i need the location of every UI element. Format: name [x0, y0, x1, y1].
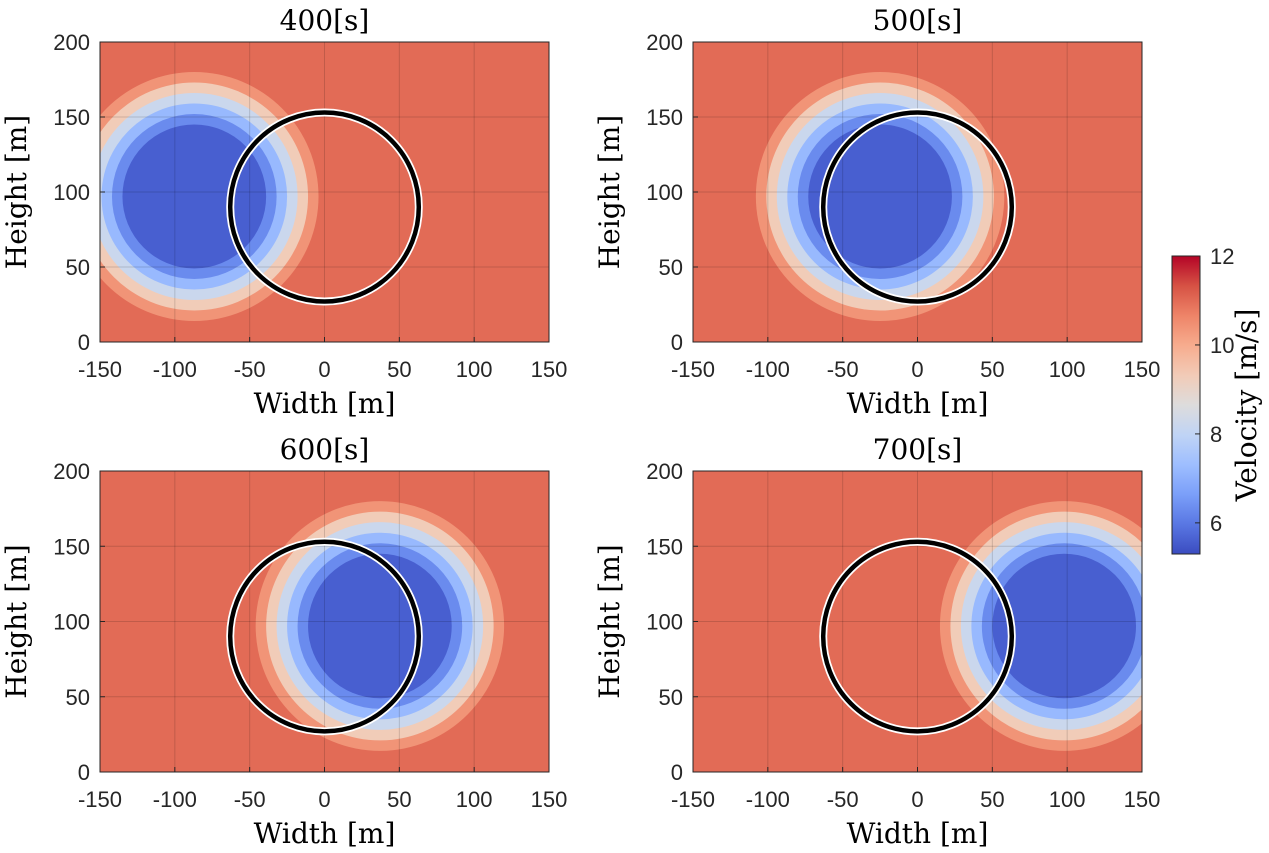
x-tick-label: -100	[153, 357, 197, 382]
colorbar-tick-label: 10	[1210, 333, 1234, 358]
x-tick-label: 100	[1049, 357, 1086, 382]
colorbar-tick-label: 6	[1210, 511, 1222, 536]
y-tick-label: 100	[646, 180, 683, 205]
y-tick-label: 0	[78, 330, 90, 355]
y-tick-label: 50	[66, 255, 90, 280]
x-tick-label: -150	[78, 357, 122, 382]
colorbar-tick-label: 12	[1210, 244, 1234, 269]
x-tick-label: 0	[318, 357, 330, 382]
y-tick-label: 150	[53, 534, 90, 559]
x-tick-label: -50	[827, 357, 859, 382]
x-tick-label: -150	[671, 357, 715, 382]
rotor-circle	[820, 110, 1015, 304]
x-tick-label: 0	[911, 787, 923, 812]
wake-contours	[255, 501, 505, 751]
y-tick-label: 100	[646, 610, 683, 635]
x-tick-label: 150	[531, 357, 568, 382]
colorbar-tick-label: 8	[1210, 422, 1222, 447]
y-tick-label: 150	[646, 534, 683, 559]
contour-level	[992, 553, 1137, 699]
x-tick-label: -50	[827, 787, 859, 812]
x-tick-label: 0	[911, 357, 923, 382]
y-tick-label: 0	[78, 760, 90, 785]
x-tick-label: -150	[78, 787, 122, 812]
wake-contours	[755, 72, 1005, 321]
subplot-title: 500[s]	[873, 4, 963, 37]
colorbar-label: Velocity [m/s]	[1230, 309, 1263, 503]
x-tick-label: -50	[234, 357, 266, 382]
y-tick-label: 100	[53, 180, 90, 205]
y-tick-label: 50	[66, 685, 90, 710]
colorbar-gradient	[1172, 256, 1200, 554]
rotor-circle	[227, 539, 422, 734]
y-tick-label: 150	[646, 105, 683, 130]
x-axis-label: Width [m]	[847, 387, 989, 420]
x-tick-label: -150	[671, 787, 715, 812]
wake-contours	[100, 72, 319, 321]
x-tick-label: 50	[980, 357, 1004, 382]
grid-lines	[100, 42, 549, 342]
grid-lines	[693, 471, 1142, 772]
x-tick-label: 100	[1049, 787, 1086, 812]
y-tick-label: 200	[646, 30, 683, 55]
x-tick-label: -100	[746, 357, 790, 382]
grid-lines	[100, 471, 549, 772]
x-tick-label: 100	[456, 787, 493, 812]
x-tick-label: -100	[746, 787, 790, 812]
y-tick-label: 200	[646, 459, 683, 484]
x-tick-label: 50	[980, 787, 1004, 812]
contour-level	[808, 124, 952, 269]
contour-level	[122, 124, 267, 269]
x-axis-label: Width [m]	[847, 817, 989, 850]
y-tick-label: 200	[53, 459, 90, 484]
x-tick-label: 150	[1124, 787, 1161, 812]
y-tick-label: 50	[659, 255, 683, 280]
y-tick-label: 150	[53, 105, 90, 130]
y-axis-label: Height [m]	[0, 115, 33, 269]
x-axis-label: Width [m]	[254, 387, 396, 420]
rotor-circle	[227, 110, 422, 304]
velocity-colorbar: 6 8 10 12 Velocity [m/s]	[1171, 244, 1263, 555]
subplot-1: -150 -100 -50 0 50 100 150 0 50 100 150 200 400[s] Wi…	[0, 4, 567, 420]
y-axis-label: Height [m]	[593, 115, 626, 269]
x-tick-label: 100	[456, 357, 493, 382]
x-tick-label: 0	[318, 787, 330, 812]
subplot-4: -150 -100 -50 0 50 100 150 0 50 100 150 200 700[s] Wi…	[593, 433, 1161, 850]
x-tick-label: -50	[234, 787, 266, 812]
subplot-3: -150 -100 -50 0 50 100 150 0 50 100 150 200 600[s] Wi…	[0, 433, 567, 850]
subplot-title: 600[s]	[280, 433, 370, 466]
y-tick-label: 100	[53, 610, 90, 635]
y-tick-label: 0	[671, 760, 683, 785]
grid-lines	[693, 42, 1142, 342]
y-tick-label: 0	[671, 330, 683, 355]
y-tick-label: 200	[53, 30, 90, 55]
y-axis-label: Height [m]	[593, 544, 626, 698]
y-tick-label: 50	[659, 685, 683, 710]
subplot-title: 700[s]	[873, 433, 963, 466]
x-tick-label: -100	[153, 787, 197, 812]
subplot-grid: -150 -100 -50 0 50 100 150 0 50 100 150 200 400[s] Wi…	[0, 4, 1161, 850]
subplot-2: -150 -100 -50 0 50 100 150 0 50 100 150 200 500[s] Wi…	[593, 4, 1160, 420]
x-tick-label: 50	[387, 787, 411, 812]
x-tick-label: 150	[1124, 357, 1161, 382]
contour-level	[308, 553, 452, 699]
x-tick-label: 150	[531, 787, 568, 812]
x-axis-label: Width [m]	[254, 817, 396, 850]
rotor-circle	[820, 539, 1015, 734]
y-axis-label: Height [m]	[0, 544, 33, 698]
x-tick-label: 50	[387, 357, 411, 382]
subplot-title: 400[s]	[280, 4, 370, 37]
colorbar-frame	[1171, 255, 1201, 555]
